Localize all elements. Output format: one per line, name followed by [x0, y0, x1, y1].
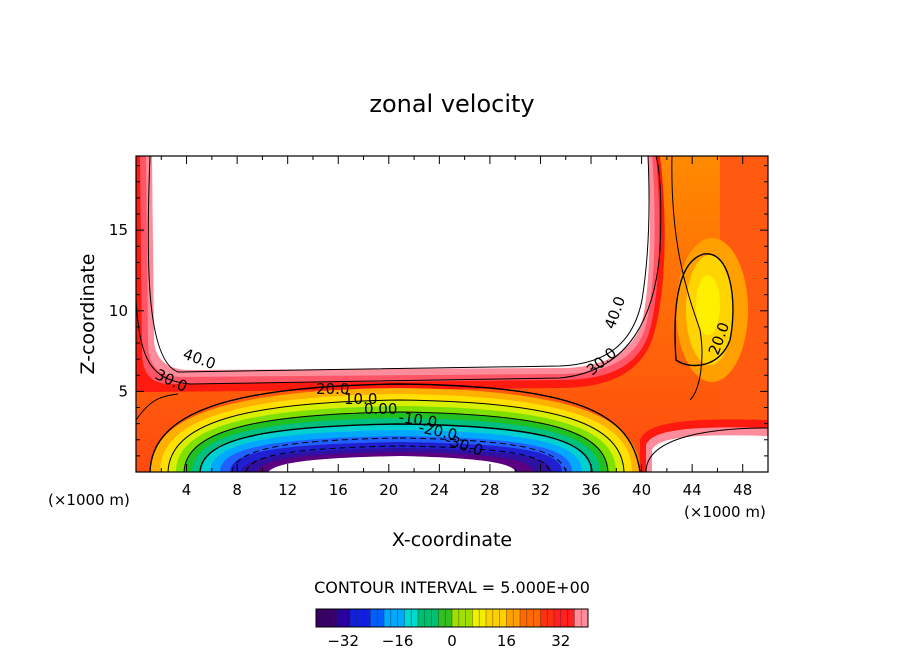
colorbar-tick-label: −32: [327, 632, 359, 650]
plot-frame: [135, 155, 769, 473]
colorbar-swatch: [438, 609, 446, 627]
negative-lobe: [150, 388, 640, 472]
colorbar-swatch: [445, 609, 453, 627]
colorbar-tick-label: −16: [382, 632, 414, 650]
colorbar-swatch: [492, 609, 501, 627]
x-tick-label: 8: [232, 481, 242, 499]
colorbar-swatch: [418, 609, 426, 627]
colorbar-swatch: [472, 609, 480, 627]
colorbar-swatch: [363, 609, 371, 627]
x-unit-left: (×1000 m): [48, 491, 130, 509]
colorbar-swatch: [479, 609, 487, 627]
colorbar-swatch: [350, 609, 358, 627]
x-tick-label: 20: [379, 481, 398, 499]
colorbar-frame: [315, 608, 589, 628]
contour-lines: [136, 156, 768, 472]
colorbar-swatch: [329, 609, 337, 627]
y-tick-label: 15: [109, 221, 128, 239]
colorbar-swatch: [370, 609, 378, 627]
colorbar-swatch: [343, 609, 351, 627]
colorbar: −32 −16 0 16 32: [315, 608, 589, 650]
negative-contour-dash3: [245, 445, 551, 472]
contour-label: 10.0: [344, 390, 377, 408]
x-tick-label: 44: [683, 481, 702, 499]
colorbar-swatch: [411, 609, 419, 627]
colorbar-swatch: [465, 609, 473, 627]
colorbar-swatch: [540, 609, 548, 627]
x-unit-right: (×1000 m): [684, 503, 766, 521]
x-tick-label: 36: [581, 481, 600, 499]
x-tick-label: 48: [733, 481, 752, 499]
plot-area: 40.0 30.0 40.0 30.0 20.0 20.0 10.0 0.00 …: [136, 156, 768, 472]
x-tick-label: 4: [182, 481, 192, 499]
y-axis-label: Z-coordinate: [77, 254, 99, 375]
colorbar-swatch: [513, 609, 521, 627]
colorbar-swatch: [560, 609, 569, 627]
colorbar-swatch: [452, 609, 460, 627]
contour-interval: CONTOUR INTERVAL = 5.000E+00: [314, 578, 590, 597]
colorbar-swatch: [390, 609, 399, 627]
colorbar-swatch: [520, 609, 528, 627]
colorbar-swatch: [404, 609, 412, 627]
colorbar-tick-label: 0: [447, 632, 457, 650]
colorbar-swatch: [377, 609, 385, 627]
x-tick-label: 28: [480, 481, 499, 499]
contour-label: 0.00: [364, 400, 397, 418]
colorbar-swatch: [458, 609, 467, 627]
y-tick-label: 5: [118, 382, 128, 400]
contour-label: 20.0: [316, 380, 349, 398]
x-tick-label: 32: [531, 481, 550, 499]
colorbar-swatch: [499, 609, 507, 627]
y-axis: 5 10 15: [109, 165, 768, 457]
colorbar-swatch: [533, 609, 541, 627]
x-tick-label: 12: [278, 481, 297, 499]
lowright-core-white: [652, 435, 768, 472]
colorbar-swatch: [322, 609, 331, 627]
colorbar-swatch: [574, 609, 582, 627]
colorbar-swatch: [424, 609, 433, 627]
contour-label: -10.0: [397, 408, 438, 431]
colorbar-swatch: [486, 609, 494, 627]
y-tick-label: 10: [109, 302, 128, 320]
colorbar-swatch: [316, 609, 324, 627]
chart-title: zonal velocity: [369, 90, 534, 118]
colorbar-swatch: [336, 609, 344, 627]
right-max-core: [696, 275, 720, 335]
colorbar-swatch: [526, 609, 535, 627]
x-axis-label: X-coordinate: [392, 529, 512, 551]
x-tick-label: 24: [430, 481, 449, 499]
upper-core-white: [152, 156, 650, 370]
colorbar-swatch: [547, 609, 555, 627]
colorbar-swatch: [356, 609, 365, 627]
colorbar-swatch: [554, 609, 562, 627]
colorbar-swatch: [506, 609, 514, 627]
colorbar-swatch: [431, 609, 439, 627]
x-axis: 4 8 12 16 20 24 28 32 36 40 44 48: [160, 156, 752, 499]
x-tick-label: 40: [632, 481, 651, 499]
x-tick-label: 16: [329, 481, 348, 499]
colorbar-swatch: [581, 609, 589, 627]
colorbar-swatch: [384, 609, 392, 627]
colorbar-tick-label: 16: [497, 632, 516, 650]
colorbar-swatch: [397, 609, 405, 627]
colorbar-tick-label: 32: [551, 632, 570, 650]
colorbar-swatch: [567, 609, 575, 627]
